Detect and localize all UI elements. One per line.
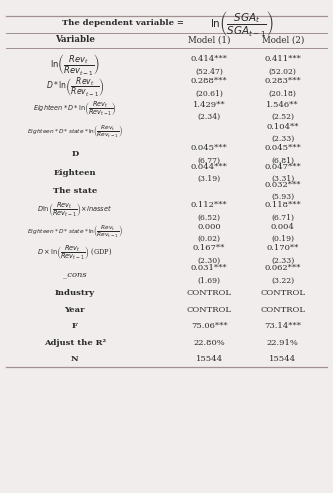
Text: 0.044***: 0.044*** [190, 163, 227, 171]
Text: 75.06***: 75.06*** [191, 322, 227, 330]
Text: 0.031***: 0.031*** [191, 264, 227, 273]
Text: Eighteen: Eighteen [54, 169, 96, 177]
Text: (3.19): (3.19) [197, 175, 221, 183]
Text: 0.045***: 0.045*** [264, 144, 301, 152]
Text: 0.032***: 0.032*** [264, 180, 301, 189]
Text: CONTROL: CONTROL [186, 306, 231, 314]
Text: (3.22): (3.22) [271, 277, 294, 285]
Text: $D*\ln\!\left(\dfrac{Rev_t}{Rev_{t-1}}\right)$: $D*\ln\!\left(\dfrac{Rev_t}{Rev_{t-1}}\r… [46, 76, 104, 99]
Text: The dependent variable =: The dependent variable = [62, 19, 186, 27]
Text: 0.414***: 0.414*** [190, 55, 227, 63]
Text: (1.69): (1.69) [197, 277, 220, 285]
Text: (52.02): (52.02) [269, 68, 297, 75]
Text: 1.546**: 1.546** [266, 101, 299, 108]
Text: 22.91%: 22.91% [267, 339, 299, 347]
Text: D: D [71, 150, 79, 158]
Text: (0.02): (0.02) [197, 235, 220, 243]
Text: 73.14***: 73.14*** [264, 322, 301, 330]
Text: (6.52): (6.52) [197, 214, 220, 222]
Text: (52.47): (52.47) [195, 68, 223, 75]
Text: 0.104**: 0.104** [266, 123, 299, 131]
Text: (6.71): (6.71) [271, 214, 294, 222]
Text: 0.045***: 0.045*** [191, 144, 227, 152]
Text: _cons: _cons [63, 271, 87, 279]
Text: $\mathit{Eighteen}*D*state*\ln\!\left(\dfrac{Rev_t}{Rev_{t-1}}\right)$: $\mathit{Eighteen}*D*state*\ln\!\left(\d… [27, 123, 123, 139]
Text: (2.34): (2.34) [197, 113, 221, 121]
Text: F: F [72, 322, 78, 330]
Text: Adjust the R²: Adjust the R² [44, 339, 106, 347]
Text: 1.429**: 1.429** [193, 101, 225, 108]
Text: 0.283***: 0.283*** [264, 77, 301, 85]
Text: 0.167**: 0.167** [193, 244, 225, 252]
Text: 0.411***: 0.411*** [264, 55, 301, 63]
Text: $\mathit{Eighteen}*D*\ln\!\left(\dfrac{Rev_t}{Rev_{t-1}}\right)$: $\mathit{Eighteen}*D*\ln\!\left(\dfrac{R… [33, 100, 117, 118]
Text: (2.33): (2.33) [271, 135, 294, 143]
Text: Industry: Industry [55, 289, 95, 297]
Text: $\mathit{Eighteen}*D*state*\ln\!\left(\dfrac{Rev_t}{Rev_{t-1}}\right)$: $\mathit{Eighteen}*D*state*\ln\!\left(\d… [27, 223, 123, 240]
Text: (20.18): (20.18) [269, 90, 297, 98]
Text: 0.000: 0.000 [197, 222, 221, 231]
Text: $D\times\ln\!\left(\dfrac{Rev_t}{Rev_{t-1}}\right)$ (GDP): $D\times\ln\!\left(\dfrac{Rev_t}{Rev_{t-… [37, 244, 113, 262]
Text: Model (2): Model (2) [261, 35, 304, 44]
Text: CONTROL: CONTROL [186, 289, 231, 297]
Text: 0.004: 0.004 [271, 222, 295, 231]
Text: 22.80%: 22.80% [193, 339, 225, 347]
Text: 15544: 15544 [269, 354, 296, 363]
Text: 15544: 15544 [195, 354, 223, 363]
Text: $D\ln\!\left(\dfrac{Rev_t}{Rev_{t-1}}\right)\!\times\!lnasset$: $D\ln\!\left(\dfrac{Rev_t}{Rev_{t-1}}\ri… [37, 201, 113, 219]
Text: N: N [71, 354, 79, 363]
Text: CONTROL: CONTROL [260, 289, 305, 297]
Text: (2.33): (2.33) [271, 257, 294, 265]
Text: $\ln\!\left(\dfrac{SGA_t}{SGA_{t-1}}\right)$: $\ln\!\left(\dfrac{SGA_t}{SGA_{t-1}}\rig… [210, 9, 274, 38]
Text: (3.31): (3.31) [271, 175, 294, 183]
Text: (6.77): (6.77) [197, 157, 220, 165]
Text: 0.062***: 0.062*** [264, 264, 301, 273]
Text: (6.81): (6.81) [271, 157, 294, 165]
Text: The state: The state [53, 187, 97, 195]
Text: 0.112***: 0.112*** [191, 201, 227, 209]
Text: Year: Year [65, 306, 85, 314]
Text: 0.047***: 0.047*** [264, 163, 301, 171]
Text: (2.30): (2.30) [197, 257, 221, 265]
Text: (0.19): (0.19) [271, 235, 294, 243]
Text: (5.93): (5.93) [271, 193, 294, 201]
Text: Model (1): Model (1) [188, 35, 230, 44]
Text: 0.170**: 0.170** [266, 244, 299, 252]
Text: 0.288***: 0.288*** [191, 77, 227, 85]
Text: (20.61): (20.61) [195, 90, 223, 98]
Text: (2.52): (2.52) [271, 113, 294, 121]
Text: $\ln\!\left(\dfrac{Rev_t}{Rev_{t-1}}\right)$: $\ln\!\left(\dfrac{Rev_t}{Rev_{t-1}}\rig… [50, 53, 100, 78]
Text: 0.118***: 0.118*** [264, 201, 301, 209]
Text: Variable: Variable [55, 35, 95, 44]
Text: CONTROL: CONTROL [260, 306, 305, 314]
